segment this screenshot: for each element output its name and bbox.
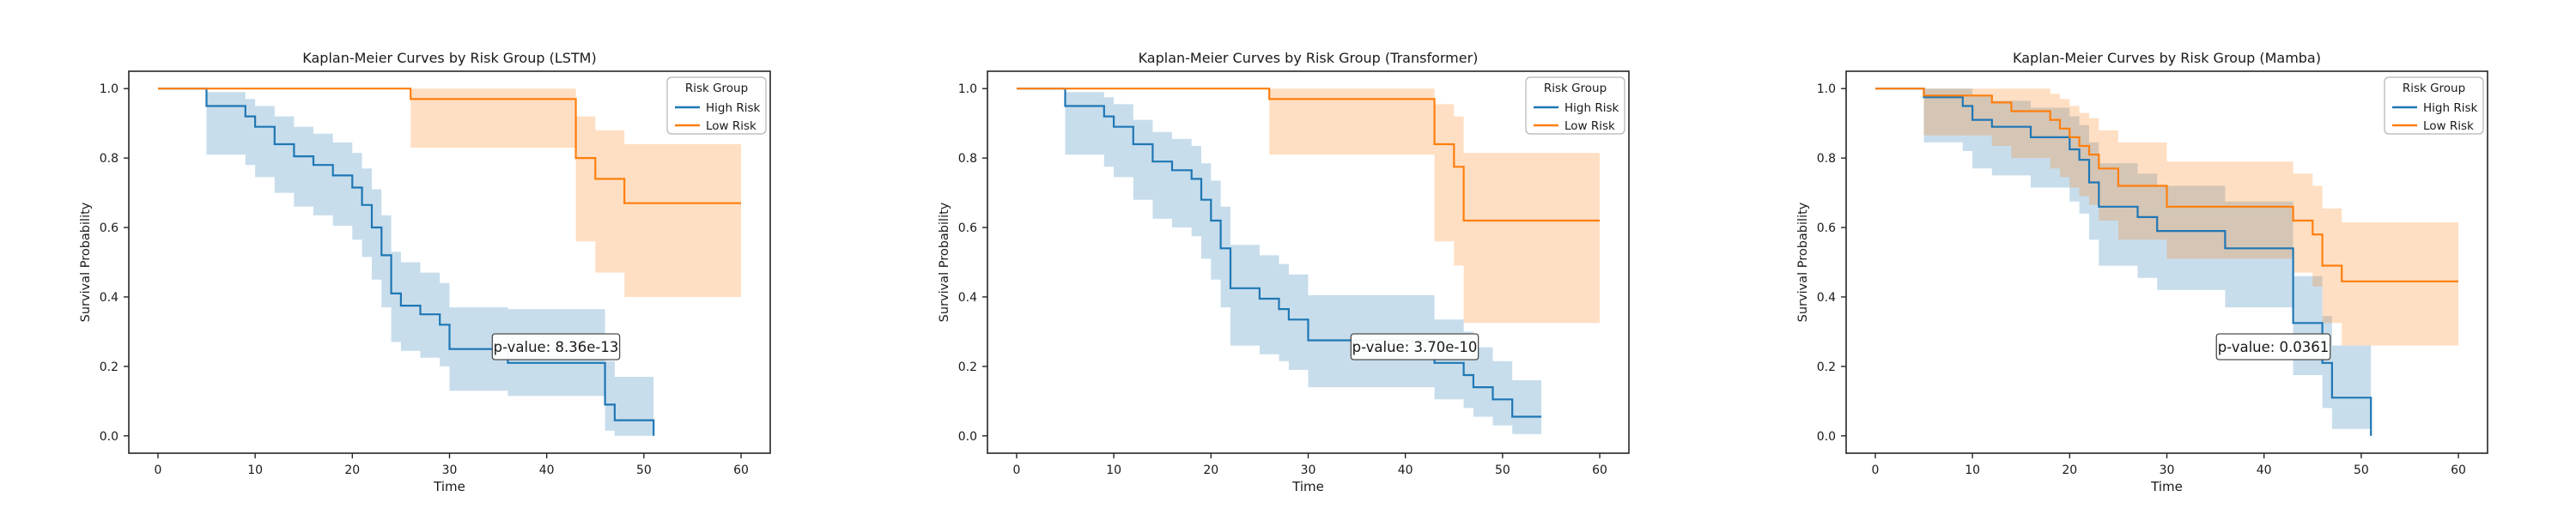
- x-axis-label: Time: [1291, 479, 1324, 494]
- y-tick-label: 0.0: [958, 430, 977, 444]
- plot-title: Kaplan-Meier Curves by Risk Group (Trans…: [1139, 50, 1479, 66]
- x-tick-label: 40: [539, 464, 555, 477]
- legend-item-high-risk: High Risk: [675, 101, 760, 115]
- legend-item-label: Low Risk: [2423, 119, 2474, 133]
- y-tick-label: 0.0: [100, 430, 118, 444]
- low-risk-curve: [1875, 88, 2458, 282]
- km-panel-1: 0 10 20 30 40 50 60 0.0 0.2 0.4 0.6 0.8 1.0 Kaplan-Me…: [859, 0, 1717, 515]
- y-tick-label: 0.6: [958, 221, 977, 235]
- x-tick-label: 20: [2062, 464, 2077, 477]
- x-tick-label: 60: [2451, 464, 2466, 477]
- legend-item-high-risk: High Risk: [1534, 101, 1619, 115]
- y-tick-label: 1.0: [958, 82, 977, 96]
- legend-title: Risk Group: [2403, 82, 2465, 95]
- plot-title: Kaplan-Meier Curves by Risk Group (LSTM): [302, 50, 596, 66]
- y-tick-label: 0.8: [1817, 152, 1836, 166]
- y-tick-label: 0.2: [1817, 360, 1836, 374]
- p-value-label: p-value: 8.36e-13: [494, 339, 619, 355]
- legend: Risk Group High Risk Low Risk: [2384, 76, 2484, 135]
- p-value-label: p-value: 0.0361: [2218, 339, 2330, 355]
- x-axis-label: Time: [2150, 479, 2183, 494]
- p-value-box: [2215, 333, 2331, 360]
- legend-box: [1525, 76, 1625, 135]
- low-risk-ci-band: [158, 88, 741, 297]
- legend-item-label: Low Risk: [706, 119, 756, 133]
- x-tick-label: 20: [344, 464, 360, 477]
- x-tick-label: 50: [636, 464, 652, 477]
- y-axis-label: Survival Probability: [79, 202, 93, 322]
- legend-item-label: High Risk: [2423, 101, 2477, 115]
- x-tick-label: 40: [2257, 464, 2272, 477]
- y-axis-label: Survival Probability: [938, 202, 951, 322]
- legend: Risk Group High Risk Low Risk: [1525, 76, 1625, 135]
- legend-item-label: High Risk: [1564, 101, 1619, 115]
- y-tick-label: 0.8: [100, 152, 118, 166]
- p-value-box: [491, 333, 621, 360]
- x-tick-label: 50: [2354, 464, 2369, 477]
- x-axis-label: Time: [433, 479, 465, 494]
- low-risk-curve: [158, 88, 741, 204]
- x-tick-label: 60: [733, 464, 749, 477]
- x-tick-label: 0: [154, 464, 161, 477]
- km-chart-1: 0 10 20 30 40 50 60 0.0 0.2 0.4 0.6 0.8 1.0 Kaplan-Me…: [938, 50, 1630, 494]
- x-tick-label: 10: [1106, 464, 1121, 477]
- km-panel-0: 0 10 20 30 40 50 60 0.0 0.2 0.4 0.6 0.8 1.0 Kaplan-Me…: [0, 0, 859, 515]
- x-tick-label: 0: [1012, 464, 1020, 477]
- legend-item-label: High Risk: [706, 101, 760, 115]
- y-tick-label: 0.2: [958, 360, 977, 374]
- low-risk-curve: [1017, 88, 1600, 222]
- x-tick-label: 40: [1398, 464, 1413, 477]
- low-risk-ci-band: [1875, 88, 2458, 346]
- legend-box: [2384, 76, 2484, 135]
- legend-box: [666, 76, 767, 135]
- x-tick-label: 20: [1203, 464, 1218, 477]
- p-value-label: p-value: 3.70e-10: [1352, 339, 1478, 355]
- y-tick-label: 0.4: [100, 291, 118, 305]
- y-tick-label: 0.0: [1817, 430, 1836, 444]
- y-axis-label: Survival Probability: [1796, 202, 1810, 322]
- y-tick-label: 1.0: [100, 82, 118, 96]
- y-tick-label: 0.2: [100, 360, 118, 374]
- x-tick-label: 10: [1965, 464, 1980, 477]
- legend-item-low-risk: Low Risk: [2392, 119, 2474, 133]
- legend-item-low-risk: Low Risk: [675, 119, 756, 133]
- km-panel-2: 0 10 20 30 40 50 60 0.0 0.2 0.4 0.6 0.8 1.0 Kaplan-Me…: [1717, 0, 2576, 515]
- high-risk-curve: [1875, 88, 2372, 436]
- x-tick-label: 60: [1592, 464, 1607, 477]
- x-tick-label: 0: [1871, 464, 1879, 477]
- legend-title: Risk Group: [1544, 82, 1607, 95]
- legend: Risk Group High Risk Low Risk: [666, 76, 767, 135]
- plot-title: Kaplan-Meier Curves by Risk Group (Mamba…: [2013, 50, 2321, 66]
- legend-title: Risk Group: [685, 82, 748, 95]
- y-tick-label: 0.6: [1817, 221, 1836, 235]
- legend-item-high-risk: High Risk: [2392, 101, 2477, 115]
- y-tick-label: 0.4: [958, 291, 977, 305]
- y-tick-label: 0.4: [1817, 291, 1836, 305]
- legend-item-low-risk: Low Risk: [1534, 119, 1615, 133]
- y-tick-label: 0.6: [100, 221, 118, 235]
- x-tick-label: 30: [442, 464, 458, 477]
- high-risk-curve: [1017, 88, 1542, 418]
- x-tick-label: 30: [2160, 464, 2175, 477]
- x-tick-label: 10: [247, 464, 263, 477]
- y-tick-label: 1.0: [1817, 82, 1836, 96]
- km-chart-2: 0 10 20 30 40 50 60 0.0 0.2 0.4 0.6 0.8 1.0 Kaplan-Me…: [1796, 50, 2488, 494]
- y-tick-label: 0.8: [958, 152, 977, 166]
- x-tick-label: 30: [1301, 464, 1316, 477]
- km-chart-0: 0 10 20 30 40 50 60 0.0 0.2 0.4 0.6 0.8 1.0 Kaplan-Me…: [79, 50, 771, 494]
- p-value-box: [1350, 333, 1479, 360]
- legend-item-label: Low Risk: [1564, 119, 1615, 133]
- high-risk-ci-band: [1875, 88, 2372, 436]
- x-tick-label: 50: [1495, 464, 1510, 477]
